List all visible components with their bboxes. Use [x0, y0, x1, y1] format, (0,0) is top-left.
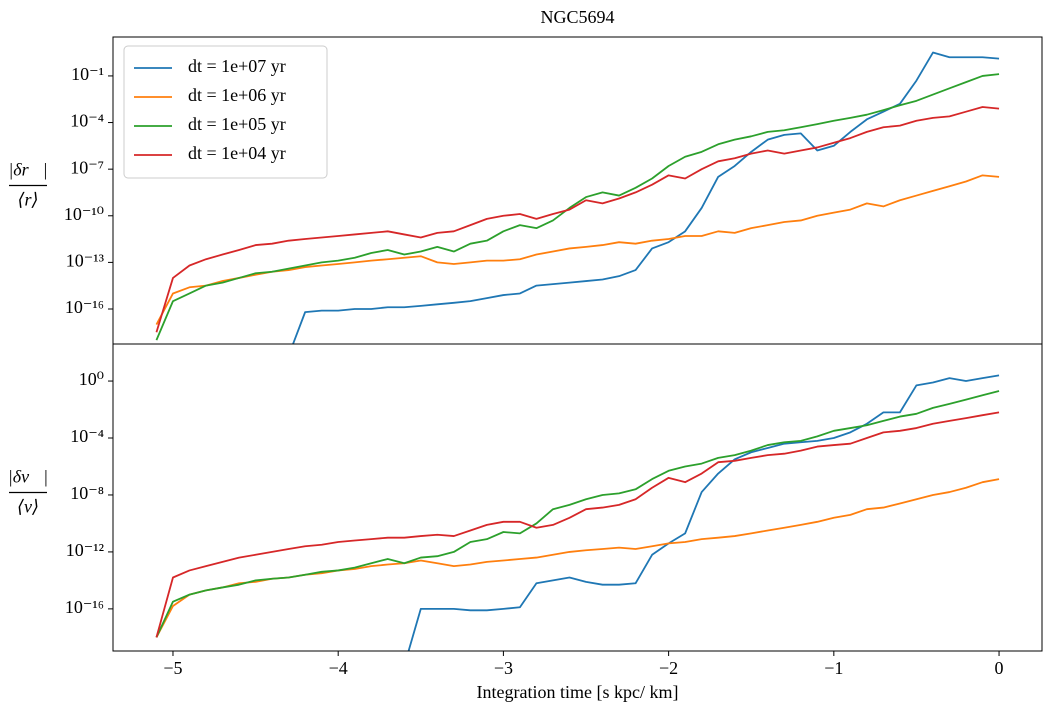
x-tick-label: −4	[329, 658, 348, 678]
legend: dt = 1e+07 yr dt = 1e+06 yr dt = 1e+05 yr d…	[123, 45, 328, 179]
series-line	[155, 174, 1000, 325]
y-axis-label-denominator: ⟨r⟩	[17, 190, 38, 210]
legend-label: dt = 1e+07 yr	[188, 56, 286, 76]
axes-frame	[112, 343, 1043, 652]
x-axis-label: Integration time [s kpc/ km]	[477, 682, 679, 702]
y-tick-label: 10⁻¹⁰	[64, 204, 104, 224]
y-tick-label: 10⁻¹²	[66, 540, 104, 560]
legend-label: dt = 1e+06 yr	[188, 85, 286, 105]
legend-label: dt = 1e+05 yr	[188, 114, 286, 134]
x-tick-label: 0	[995, 658, 1004, 678]
plot-area	[155, 51, 1000, 344]
y-tick-label: 10⁰	[79, 369, 104, 389]
x-tick-label: −5	[163, 658, 182, 678]
y-tick-label: 10⁻¹⁶	[65, 297, 104, 317]
series-line	[155, 411, 1000, 638]
series-line	[292, 51, 1000, 344]
legend-box	[123, 45, 328, 179]
x-tick-label: −2	[659, 658, 678, 678]
plot-area	[155, 374, 1000, 651]
y-tick-label: 10⁻¹	[71, 64, 104, 84]
x-tick-label: −1	[824, 658, 843, 678]
y-tick-label: 10⁻⁸	[70, 483, 104, 503]
series-line	[155, 390, 1000, 638]
y-tick-label: 10⁻¹³	[66, 251, 105, 271]
y-tick-label: 10⁻⁷	[70, 157, 104, 177]
y-tick-label: 10⁻⁴	[70, 426, 104, 446]
y-axis-label-numerator: |δv⃗|	[8, 467, 48, 487]
series-line	[155, 73, 1000, 341]
series-line	[407, 374, 1000, 651]
y-axis-label-denominator: ⟨v⟩	[17, 497, 39, 517]
y-tick-label: 10⁻¹⁶	[65, 597, 104, 617]
legend-label: dt = 1e+04 yr	[188, 143, 286, 163]
x-tick-label: −3	[494, 658, 513, 678]
y-tick-label: 10⁻⁴	[70, 111, 104, 131]
y-axis-label-numerator: |δr⃗|	[8, 160, 47, 180]
series-line	[155, 106, 1000, 333]
chart-title: NGC5694	[540, 7, 614, 27]
